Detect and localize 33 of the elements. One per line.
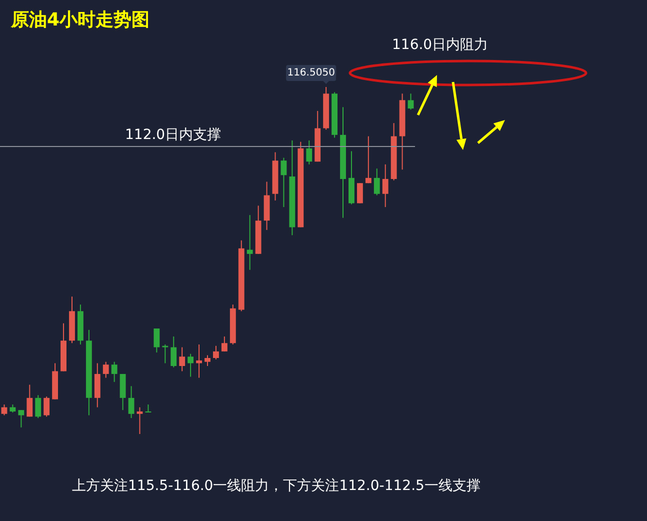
candlestick <box>204 354 210 366</box>
candlestick <box>111 361 118 382</box>
candlestick <box>18 410 24 428</box>
chart-title: 原油4小时走势图 <box>10 10 150 30</box>
candlestick <box>128 386 134 419</box>
candlestick <box>179 346 186 372</box>
candlestick <box>196 344 202 378</box>
candlestick <box>246 214 253 270</box>
candlestick <box>1 404 8 416</box>
candlestick <box>280 157 287 208</box>
candlestick <box>120 373 126 411</box>
candlestick <box>306 140 312 165</box>
candlestick <box>408 93 414 110</box>
text: 上方关注115.5-116.0一线阻力，下方关注112.0-112.5一线支撑 <box>72 478 480 494</box>
candlestick <box>44 396 50 418</box>
candlestick <box>382 164 388 208</box>
candlestick <box>35 394 42 419</box>
candlestick <box>188 353 194 378</box>
text: 116.5050 <box>287 68 335 78</box>
text: 116.0日内阻力 <box>392 37 488 53</box>
candlestick <box>221 336 228 352</box>
candlestick <box>162 344 168 364</box>
candlestick <box>374 168 380 196</box>
candlestick <box>94 362 100 408</box>
candlestick <box>136 406 143 434</box>
candlestick <box>213 345 219 360</box>
candlestick <box>365 136 372 184</box>
candlestick <box>26 384 33 418</box>
candlestick <box>170 336 177 368</box>
candlestick <box>102 361 109 378</box>
ref-line-label: 112.0日内支撑 <box>125 126 222 143</box>
candlestick <box>154 328 160 353</box>
candlestick <box>356 182 363 204</box>
